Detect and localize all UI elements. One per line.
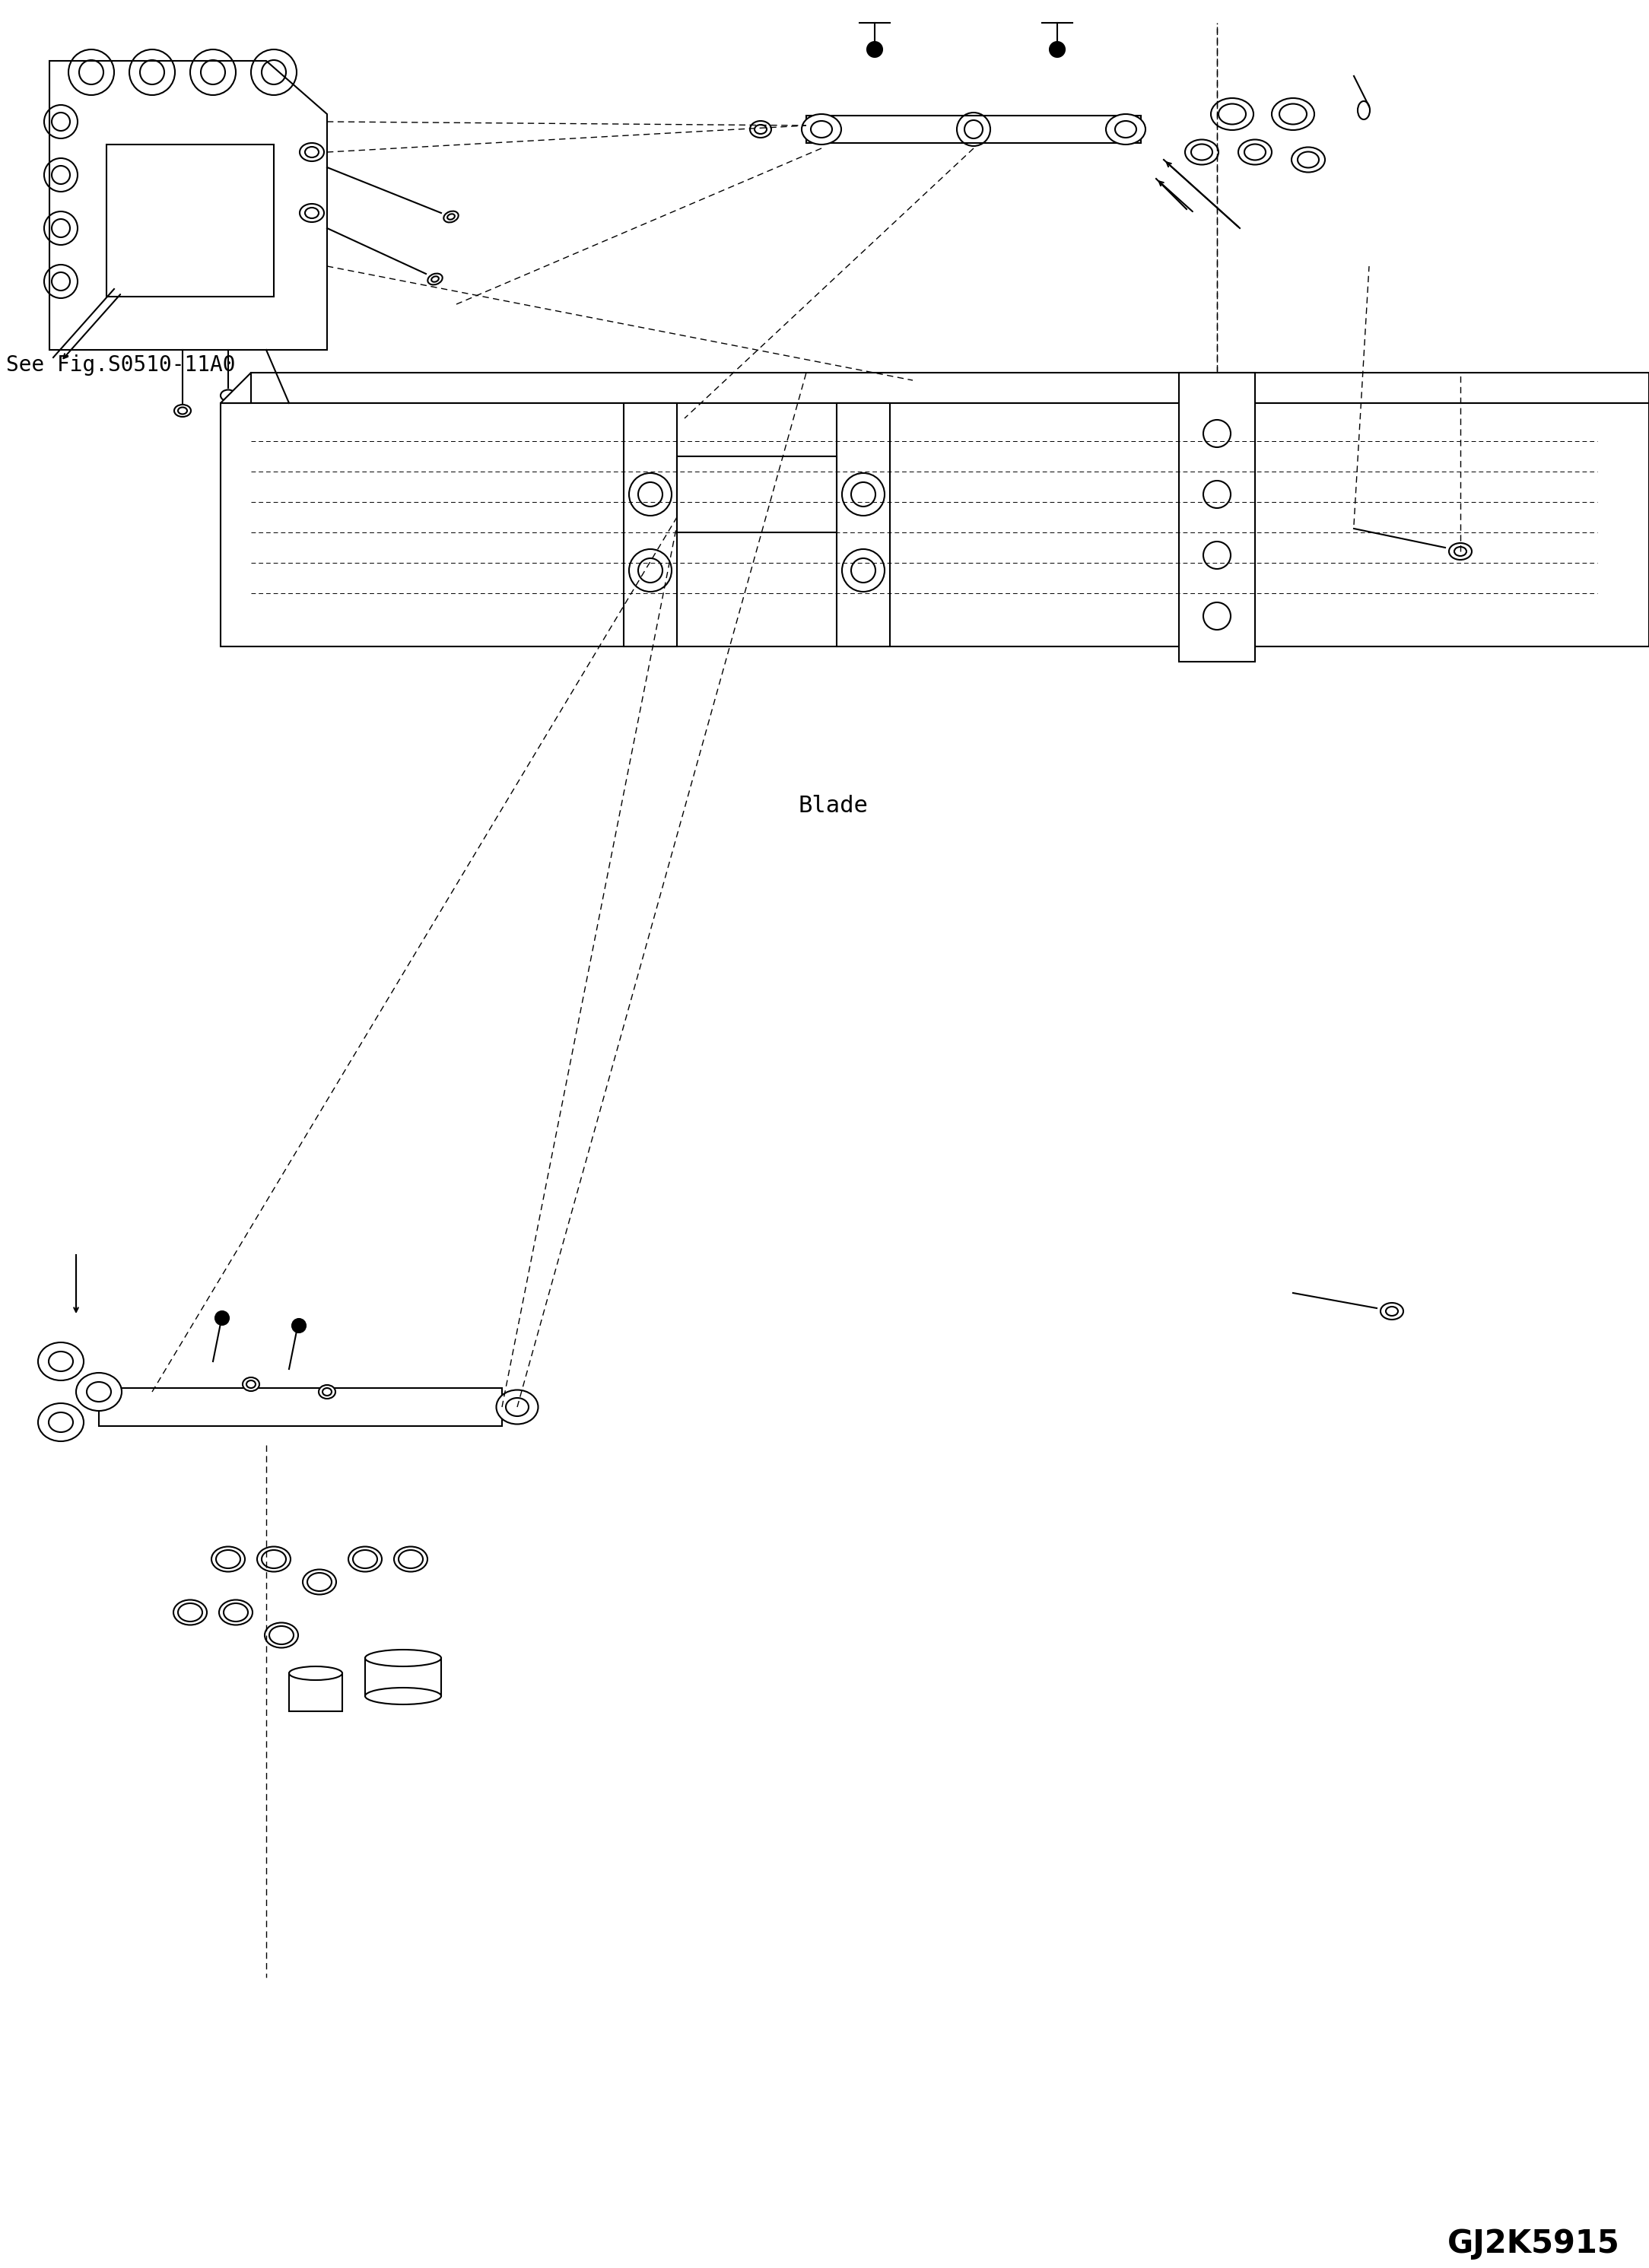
Ellipse shape (269, 1626, 294, 1644)
Ellipse shape (318, 1386, 335, 1399)
Ellipse shape (1191, 145, 1212, 161)
Polygon shape (623, 404, 678, 646)
Polygon shape (221, 404, 1649, 646)
Ellipse shape (1210, 98, 1253, 129)
Polygon shape (806, 116, 1141, 143)
Ellipse shape (242, 1377, 259, 1390)
Ellipse shape (303, 1569, 336, 1594)
Polygon shape (221, 372, 251, 404)
Ellipse shape (323, 1388, 331, 1395)
Ellipse shape (211, 1547, 246, 1572)
Ellipse shape (364, 1649, 442, 1667)
Ellipse shape (289, 1667, 343, 1681)
Ellipse shape (178, 408, 186, 415)
Ellipse shape (1106, 113, 1146, 145)
Ellipse shape (432, 277, 439, 281)
Circle shape (867, 41, 882, 57)
Ellipse shape (1219, 104, 1247, 125)
Ellipse shape (1298, 152, 1319, 168)
Bar (107, 145, 274, 297)
Circle shape (1050, 41, 1065, 57)
Ellipse shape (300, 143, 323, 161)
Ellipse shape (1245, 145, 1266, 161)
Polygon shape (364, 1658, 442, 1696)
Ellipse shape (750, 120, 772, 138)
Ellipse shape (300, 204, 323, 222)
Text: Blade: Blade (798, 796, 869, 816)
Ellipse shape (353, 1549, 378, 1567)
Ellipse shape (394, 1547, 427, 1572)
Ellipse shape (307, 1572, 331, 1592)
Ellipse shape (399, 1549, 422, 1567)
Ellipse shape (447, 213, 455, 220)
Ellipse shape (219, 1599, 252, 1624)
Ellipse shape (246, 1381, 256, 1388)
Polygon shape (289, 1674, 343, 1712)
Polygon shape (678, 456, 836, 533)
Ellipse shape (444, 211, 458, 222)
Ellipse shape (1280, 104, 1306, 125)
Polygon shape (836, 404, 890, 646)
Ellipse shape (1380, 1302, 1403, 1320)
Ellipse shape (811, 120, 833, 138)
Ellipse shape (1238, 141, 1271, 166)
Ellipse shape (1186, 141, 1219, 166)
Ellipse shape (1454, 547, 1466, 556)
Circle shape (216, 1311, 229, 1325)
Ellipse shape (305, 147, 318, 156)
Polygon shape (49, 61, 327, 349)
Circle shape (292, 1318, 305, 1334)
Ellipse shape (38, 1343, 84, 1381)
Ellipse shape (287, 406, 303, 417)
Ellipse shape (1271, 98, 1314, 129)
Ellipse shape (427, 274, 442, 286)
Ellipse shape (364, 1687, 442, 1706)
Ellipse shape (1449, 542, 1473, 560)
Ellipse shape (801, 113, 841, 145)
Polygon shape (1179, 372, 1255, 662)
Ellipse shape (178, 1603, 203, 1622)
Ellipse shape (257, 1547, 290, 1572)
Ellipse shape (755, 125, 767, 134)
Ellipse shape (265, 1622, 298, 1649)
Ellipse shape (87, 1381, 110, 1402)
Ellipse shape (305, 209, 318, 218)
Ellipse shape (49, 1352, 73, 1372)
Ellipse shape (38, 1404, 84, 1440)
Ellipse shape (506, 1397, 529, 1415)
Ellipse shape (496, 1390, 538, 1424)
Ellipse shape (1357, 102, 1370, 120)
Text: See Fig.S0510-11A0: See Fig.S0510-11A0 (7, 354, 236, 376)
Ellipse shape (262, 1549, 285, 1567)
Ellipse shape (173, 1599, 206, 1624)
Ellipse shape (216, 1549, 241, 1567)
Ellipse shape (49, 1413, 73, 1431)
Ellipse shape (221, 390, 236, 401)
Ellipse shape (76, 1372, 122, 1411)
Ellipse shape (348, 1547, 383, 1572)
Ellipse shape (1385, 1306, 1398, 1315)
Ellipse shape (175, 404, 191, 417)
Text: GJ2K5915: GJ2K5915 (1448, 2227, 1619, 2259)
Ellipse shape (1115, 120, 1136, 138)
Ellipse shape (1291, 147, 1326, 172)
Ellipse shape (224, 1603, 247, 1622)
Polygon shape (251, 372, 1649, 404)
Polygon shape (99, 1388, 501, 1427)
